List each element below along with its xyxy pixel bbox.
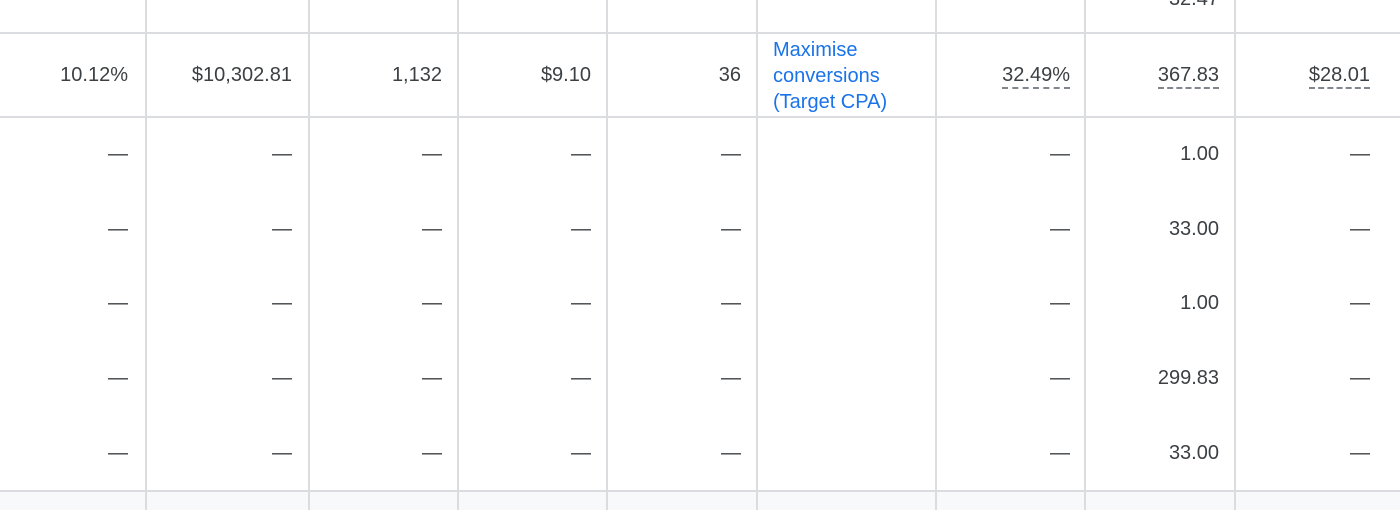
metric-cell[interactable]: 367.83 xyxy=(1157,64,1219,89)
empty-cell: — xyxy=(721,441,741,464)
empty-cell: — xyxy=(721,292,741,315)
column-divider xyxy=(935,0,937,510)
empty-cell: — xyxy=(1050,367,1070,390)
empty-cell: — xyxy=(422,292,442,315)
metric-cell[interactable]: 32.49% xyxy=(1002,64,1070,89)
empty-cell: — xyxy=(108,441,128,464)
empty-cell: — xyxy=(571,292,591,315)
column-divider xyxy=(145,0,147,510)
column-divider xyxy=(457,0,459,510)
column-divider xyxy=(756,0,758,510)
summary-cell: $10,302.81 xyxy=(191,64,292,86)
metric-cell[interactable]: $28.01 xyxy=(1308,64,1370,89)
empty-cell: — xyxy=(571,143,591,165)
empty-cell: — xyxy=(571,217,591,240)
empty-cell: — xyxy=(571,367,591,390)
column-divider xyxy=(308,0,310,510)
empty-cell: — xyxy=(272,143,292,165)
row-divider xyxy=(0,32,1400,34)
empty-cell: — xyxy=(721,367,741,390)
empty-cell: — xyxy=(721,217,741,240)
empty-cell: — xyxy=(1050,143,1070,165)
table-footer xyxy=(0,492,1400,510)
empty-cell: — xyxy=(272,217,292,240)
empty-cell: — xyxy=(108,367,128,390)
empty-cell: — xyxy=(1050,217,1070,240)
value-cell: 33.00 xyxy=(1168,217,1219,240)
empty-cell: — xyxy=(1050,292,1070,315)
summary-cell: 1,132 xyxy=(391,64,442,86)
column-divider xyxy=(1234,0,1236,510)
column-divider xyxy=(606,0,608,510)
empty-cell: — xyxy=(108,217,128,240)
partial-cell: 32.47 xyxy=(1169,0,1219,11)
empty-cell: — xyxy=(422,441,442,464)
value-cell: 299.83 xyxy=(1157,367,1219,390)
empty-cell: — xyxy=(1350,441,1370,464)
summary-cell: $9.10 xyxy=(540,64,591,86)
value-cell: 1.00 xyxy=(1180,143,1219,165)
empty-cell: — xyxy=(108,292,128,315)
value-cell: 1.00 xyxy=(1180,292,1219,315)
empty-cell: — xyxy=(422,367,442,390)
summary-cell: 36 xyxy=(718,64,741,86)
empty-cell: — xyxy=(1350,143,1370,165)
empty-cell: — xyxy=(1350,292,1370,315)
row-divider xyxy=(0,490,1400,492)
empty-cell: — xyxy=(272,367,292,390)
empty-cell: — xyxy=(108,143,128,165)
value-cell: 33.00 xyxy=(1168,441,1219,464)
empty-cell: — xyxy=(1350,367,1370,390)
empty-cell: — xyxy=(1350,217,1370,240)
empty-cell: — xyxy=(1050,441,1070,464)
column-divider xyxy=(1084,0,1086,510)
row-divider xyxy=(0,116,1400,118)
empty-cell: — xyxy=(422,143,442,165)
empty-cell: — xyxy=(721,143,741,165)
bid-strategy-link[interactable]: Maximise conversions (Target CPA) xyxy=(773,39,888,113)
empty-cell: — xyxy=(571,441,591,464)
summary-cell: 10.12% xyxy=(60,64,128,86)
empty-cell: — xyxy=(272,441,292,464)
empty-cell: — xyxy=(422,217,442,240)
empty-cell: — xyxy=(272,292,292,315)
